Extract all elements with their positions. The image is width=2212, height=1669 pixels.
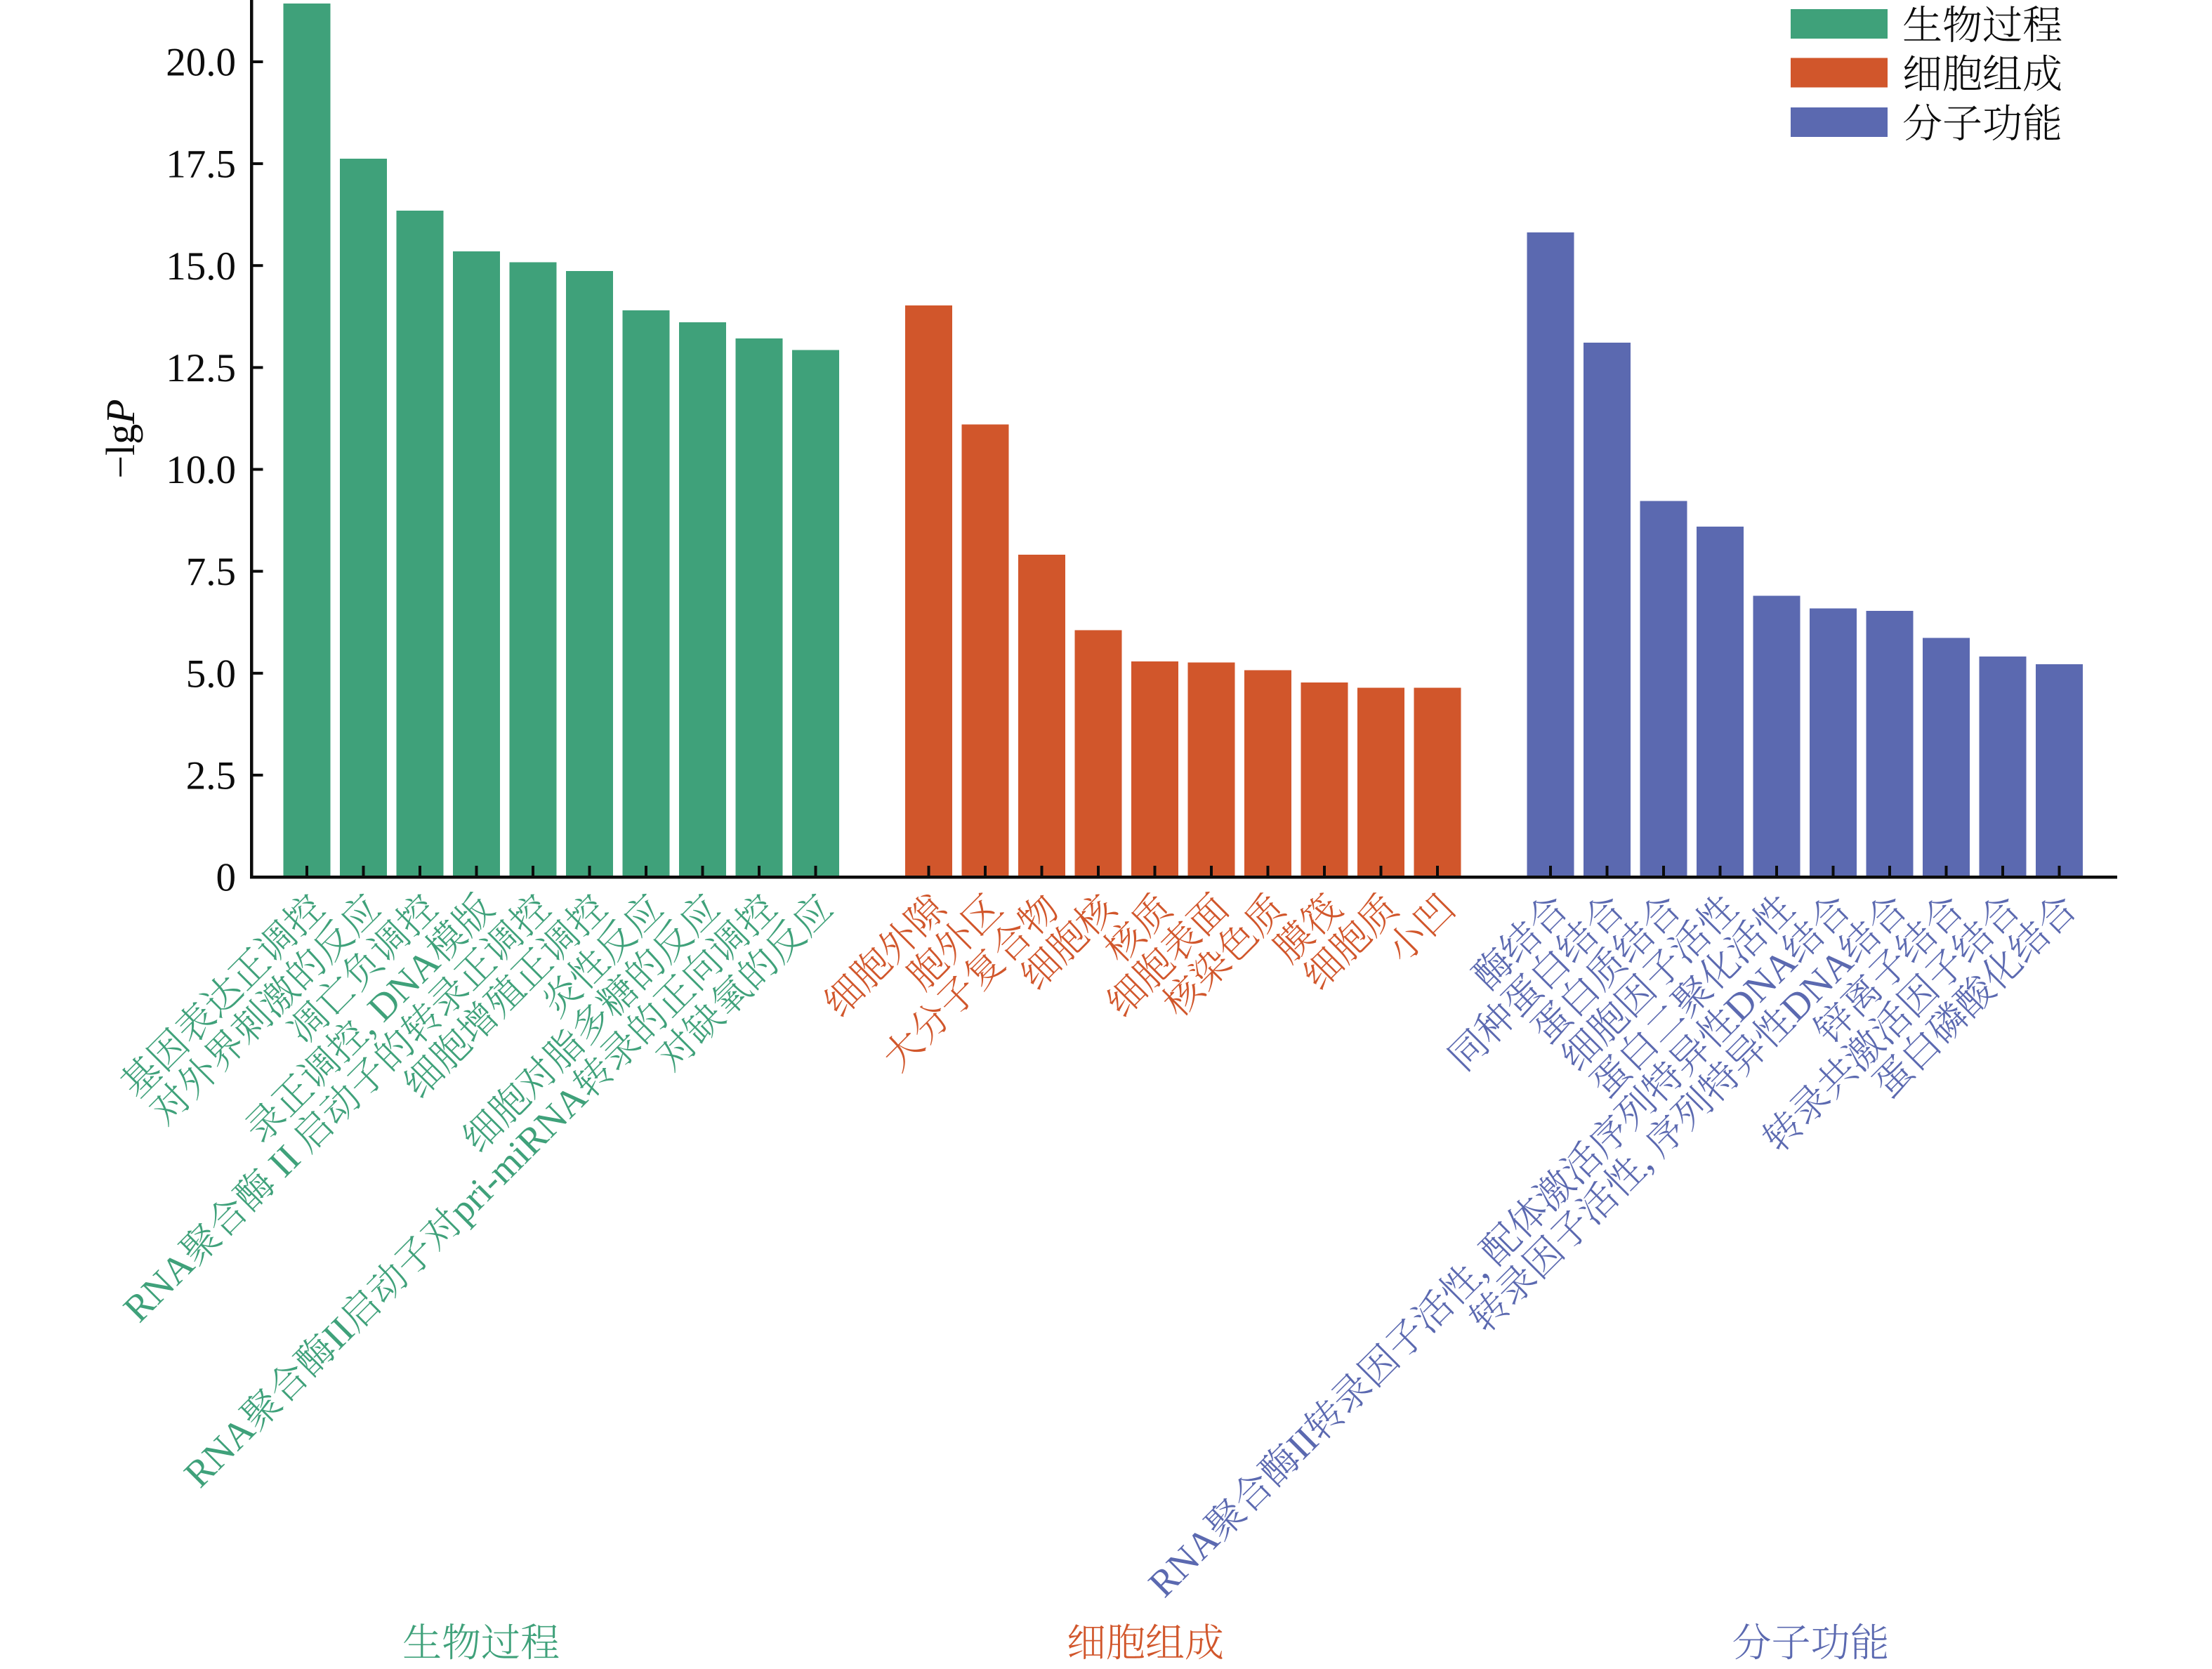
svg-text:7.5: 7.5 [186,550,236,594]
svg-text:0: 0 [216,856,237,900]
svg-text:10.0: 10.0 [166,448,236,492]
svg-text:5.0: 5.0 [186,652,236,696]
svg-text:2.5: 2.5 [186,754,236,798]
svg-text:15.0: 15.0 [166,244,236,289]
svg-text:20.0: 20.0 [166,41,236,85]
svg-text:12.5: 12.5 [166,346,236,390]
svg-text:−lgP: −lgP [98,399,143,478]
svg-text:17.5: 17.5 [166,143,236,187]
